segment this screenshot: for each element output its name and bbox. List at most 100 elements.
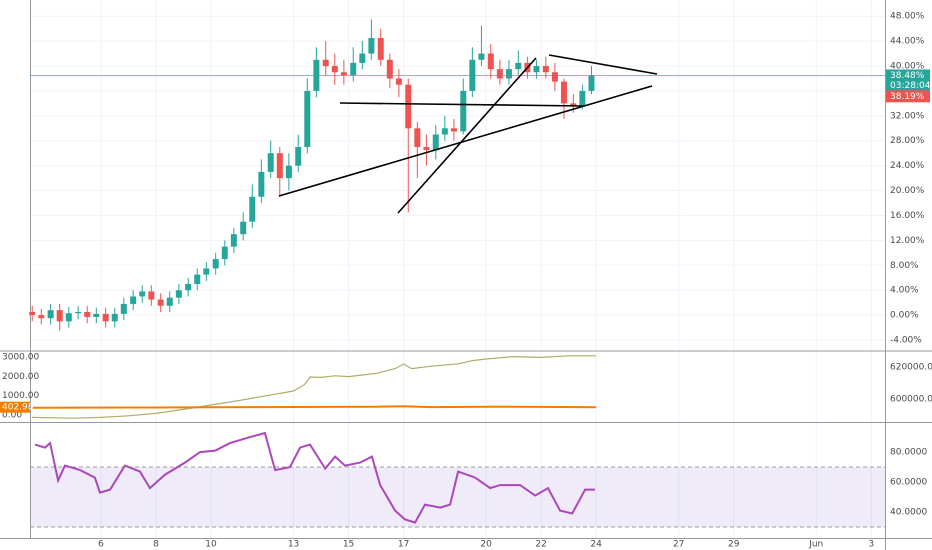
y-tick-label: -4.00% [890,336,922,346]
y-tick-label: 48.00% [890,12,925,22]
y-tick-label: 3000.00 [2,352,39,362]
y-tick-label: 2000.00 [2,372,39,382]
y-tick-label: 40.00% [890,62,925,72]
candle-body [130,296,137,304]
candle-body [295,146,302,166]
candle-body [405,84,412,129]
labels: 6 8 10 13 15 17 20 22 24 27 29 Jun 3 -4.00% 0.00% 4.00%… [0,12,932,550]
candle-body [240,221,247,235]
x-tick-label: 15 [343,540,354,550]
series-line [32,355,597,419]
candle-body [157,299,164,306]
candle-body [460,90,467,132]
x-tick-label: Jun [808,540,823,550]
x-tick-label: 8 [153,540,159,550]
x-tick-label: 17 [398,540,409,550]
candle-body [551,72,558,82]
candle-body [249,196,256,222]
candle-body [377,37,384,60]
candle-body [423,146,430,151]
x-tick-label: 13 [288,540,299,550]
y-tick-label: 8.00% [890,261,919,271]
candle-body [111,313,118,322]
y-tick-label: 40.0000 [890,508,927,518]
marks [29,19,885,524]
candle-body [441,128,448,135]
candle-body [368,37,375,54]
y-tick-label: 28.00% [890,136,925,146]
candle-body [487,53,494,70]
y-tick-label: 80.0000 [890,448,927,458]
candle-body [533,66,540,73]
candle-body [350,62,357,76]
candle-body [230,234,237,247]
candle-body [560,81,567,104]
candle-body [194,274,201,284]
countdown: 03:28:04 [890,81,931,91]
candle-body [414,128,421,147]
candle-body [148,291,155,300]
bid-box [886,90,930,103]
x-tick-label: 27 [673,540,684,550]
x-tick-label: 22 [535,540,546,550]
candle-body [386,59,393,79]
series-line [32,405,597,409]
x-tick-label: 29 [728,540,740,550]
candle-body [139,291,146,297]
candle-body [93,313,100,317]
candle-body [65,313,72,322]
candle-body [579,90,586,107]
candle-body [84,312,91,317]
trend-line [548,54,658,75]
last-value-box [0,401,30,413]
candle-body [322,59,329,67]
y-tick-label: 20.00% [890,186,925,196]
y-tick-label: 60.0000 [890,478,927,488]
x-tick-label: 20 [480,540,492,550]
candle-body [570,103,577,107]
candle-body [175,290,182,298]
x-tick-label: 3 [868,540,874,550]
candle-body [505,69,512,79]
y-tick-label: 0.00 [2,411,22,421]
y-tick-label: 44.00% [890,37,925,47]
last-price-box [886,69,930,92]
candle-body [515,62,522,70]
last-value-label: 402.98 [2,403,34,413]
bid-label: 38.19% [890,92,925,102]
y-tick-label: 600000.0000 [890,395,932,405]
candle-body [75,312,82,314]
candle-body [38,315,45,319]
y-tick-label: 620000.0000 [890,363,932,373]
trend-line [339,102,585,107]
candle-body [102,313,109,322]
y-tick-label: 24.00% [890,161,925,171]
candle-body [203,268,210,275]
candle-body [258,171,265,197]
candle-body [478,53,485,60]
y-tick-label: 16.00% [890,211,925,221]
candle-body [331,66,338,73]
series-line [34,431,595,524]
candle-body [304,90,311,147]
candle-body [340,72,347,76]
candle-body [432,134,439,151]
x-tick-label: 10 [205,540,217,550]
grid [30,0,885,538]
last-price-label: 38.48% [890,71,925,81]
y-tick-label: 32.00% [890,111,925,121]
candle-body [120,303,127,314]
candle-body [496,69,503,79]
trend-line [397,57,537,214]
candle-body [267,153,274,172]
candle-body [221,246,228,260]
y-tick-label: 12.00% [890,236,925,246]
candle-body [395,78,402,85]
x-tick-label: 6 [98,540,104,550]
y-tick-label: 0.00% [890,311,919,321]
y-tick-label: 4.00% [890,286,919,296]
candle-body [359,53,366,63]
candle-body [450,128,457,132]
candle-body [185,283,192,291]
